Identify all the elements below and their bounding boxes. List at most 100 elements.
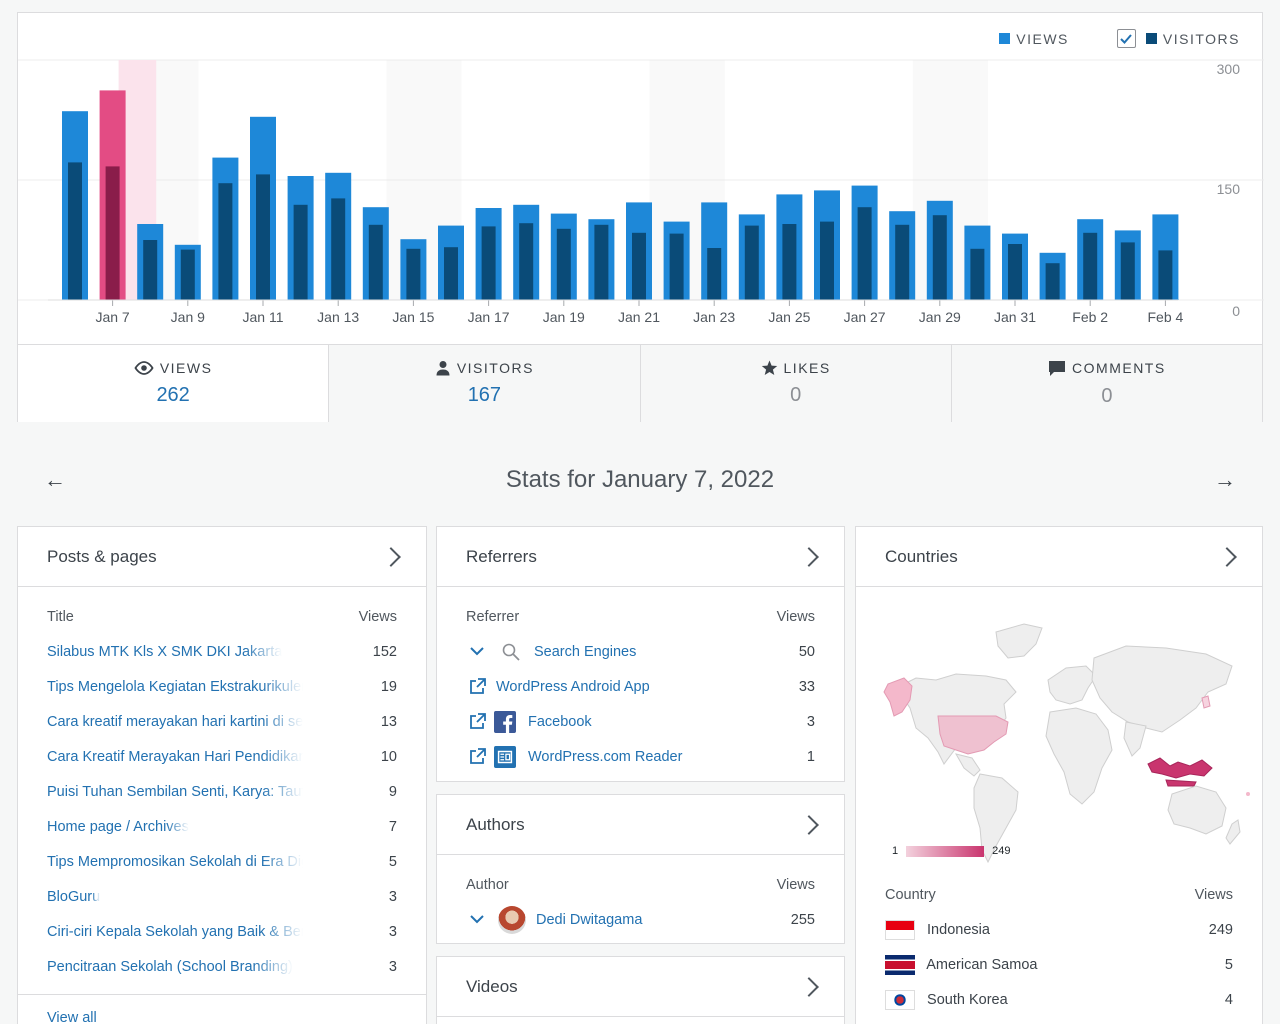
visitors-bar[interactable]	[895, 224, 910, 300]
posts-col-views: Views	[358, 608, 397, 625]
chevron-down-icon[interactable]	[466, 909, 488, 931]
visitors-bar[interactable]	[970, 248, 985, 300]
post-views: 10	[380, 748, 397, 765]
referrer-views: 1	[806, 748, 815, 765]
post-link[interactable]: Tips Mempromosikan Sekolah di Era Digita…	[47, 853, 303, 870]
likes-tab-label: LIKES	[783, 360, 831, 376]
authors-header[interactable]: Authors	[437, 795, 844, 855]
x-tick-label: Jan 17	[468, 309, 510, 325]
visitors-bar[interactable]	[143, 240, 158, 300]
x-tick-label: Jan 25	[768, 309, 810, 325]
author-link[interactable]: Dedi Dwitagama	[536, 911, 643, 928]
posts-column-header: Title Views	[18, 599, 426, 634]
visitors-bar[interactable]	[68, 162, 82, 300]
post-link[interactable]: Silabus MTK Kls X SMK DKI Jakarta	[47, 643, 283, 660]
countries-header[interactable]: Countries	[856, 527, 1262, 587]
posts-pages-header[interactable]: Posts & pages	[18, 527, 426, 587]
referrer-views: 33	[798, 678, 815, 695]
visitors-bar[interactable]	[406, 248, 421, 300]
american-samoa-flag-icon	[885, 954, 915, 975]
post-link[interactable]: Pencitraan Sekolah (School Branding)	[47, 958, 293, 975]
visitors-bar[interactable]	[632, 232, 646, 300]
visitors-bar[interactable]	[556, 228, 571, 300]
x-tick-label: Jan 31	[994, 309, 1036, 325]
legend-visitors-label: VISITORS	[1162, 30, 1240, 47]
world-map	[883, 623, 1250, 864]
x-tick-label: Feb 4	[1147, 309, 1183, 325]
list-item: American Samoa 5	[856, 947, 1262, 982]
post-views: 5	[388, 853, 397, 870]
authors-col-title: Author	[466, 876, 509, 893]
tab-comments[interactable]: COMMENTS 0	[951, 345, 1262, 422]
chevron-right-icon	[799, 976, 819, 997]
external-link-icon[interactable]	[466, 746, 488, 768]
visitors-checkbox[interactable]	[1116, 29, 1136, 48]
date-navigation: ← Stats for January 7, 2022 →	[17, 450, 1263, 510]
authors-col-views: Views	[776, 876, 815, 893]
post-link[interactable]: Ciri-ciri Kepala Sekolah yang Baik & Ben…	[47, 923, 303, 940]
visitors-bar[interactable]	[481, 226, 496, 300]
visitors-bar[interactable]	[293, 204, 308, 300]
posts-list: Silabus MTK Kls X SMK DKI Jakarta 152 Tips…	[18, 634, 426, 984]
post-link[interactable]: BloGuru	[47, 888, 101, 905]
view-all-link[interactable]: View all	[47, 1009, 97, 1024]
x-tick-label: Jan 23	[693, 309, 735, 325]
visitors-bar[interactable]	[820, 221, 834, 300]
referrer-link[interactable]: Search Engines	[534, 643, 637, 660]
visitors-bar[interactable]	[1158, 250, 1173, 300]
visitors-bar[interactable]	[218, 183, 233, 300]
post-link[interactable]: Cara kreatif merayakan hari kartini di s…	[47, 713, 303, 730]
chevron-down-icon[interactable]	[466, 641, 488, 663]
authors-column-header: Author Views	[437, 867, 844, 902]
post-link[interactable]: Puisi Tuhan Sembilan Senti, Karya: Taufi…	[47, 783, 303, 800]
views-total: 262	[156, 384, 190, 406]
videos-header[interactable]: Videos	[437, 957, 844, 1017]
legend-views[interactable]: VIEWS	[999, 31, 1069, 47]
visitors-bar[interactable]	[594, 224, 609, 300]
visitors-bar[interactable]	[368, 224, 383, 300]
x-tick-label: Jan 11	[243, 309, 284, 325]
tab-likes[interactable]: LIKES 0	[640, 345, 952, 422]
next-day-arrow-icon[interactable]: →	[1213, 467, 1236, 492]
checkmark-icon	[1120, 33, 1133, 44]
referrer-link[interactable]: WordPress Android App	[496, 678, 650, 695]
list-item: Cara Kreatif Merayakan Hari Pendidikan N…	[18, 739, 426, 774]
post-link[interactable]: Tips Mengelola Kegiatan Ekstrakurikuler	[47, 678, 303, 695]
referrer-link[interactable]: Facebook	[528, 713, 592, 730]
tab-visitors[interactable]: VISITORS 167	[329, 345, 641, 422]
country-name: American Samoa	[926, 956, 1038, 973]
visitors-bar[interactable]	[707, 248, 722, 300]
post-link[interactable]: Home page / Archives	[47, 818, 189, 835]
referrers-header[interactable]: Referrers	[437, 527, 844, 587]
list-item: Tips Mengelola Kegiatan Ekstrakurikuler 1…	[18, 669, 426, 704]
external-link-icon[interactable]	[466, 676, 488, 698]
external-link-icon[interactable]	[466, 711, 488, 733]
videos-title: Videos	[466, 976, 518, 996]
legend-visitors-toggle[interactable]: VISITORS	[1116, 29, 1240, 48]
visitors-bar[interactable]	[1008, 244, 1022, 300]
post-link[interactable]: Cara Kreatif Merayakan Hari Pendidikan N…	[47, 748, 303, 765]
referrers-column-header: Referrer Views	[437, 599, 844, 634]
visitors-bar[interactable]	[1083, 232, 1098, 300]
visitors-bar[interactable]	[1120, 242, 1135, 300]
visitors-bar[interactable]	[744, 225, 759, 300]
visitors-bar[interactable]	[180, 249, 195, 300]
previous-day-arrow-icon[interactable]: ←	[44, 467, 66, 492]
list-item: Home page / Archives 7	[18, 809, 426, 844]
visitors-bar[interactable]	[782, 224, 797, 300]
tab-views[interactable]: VIEWS 262	[18, 345, 330, 422]
visitors-bar[interactable]	[331, 198, 346, 300]
visitors-bar[interactable]	[1045, 263, 1060, 300]
visitors-bar[interactable]	[444, 247, 458, 300]
visitors-bar[interactable]	[669, 233, 684, 300]
visitors-bar[interactable]	[105, 166, 120, 300]
avatar	[498, 905, 526, 934]
visitors-bar[interactable]	[932, 215, 947, 300]
referrer-link[interactable]: WordPress.com Reader	[528, 748, 683, 765]
visitors-bar[interactable]	[519, 223, 534, 300]
visitors-bar[interactable]	[857, 207, 872, 300]
visitors-bar[interactable]	[256, 174, 270, 300]
list-item: BloGuru 3	[18, 879, 426, 914]
post-views: 3	[388, 923, 397, 940]
countries-col-title: Country	[885, 886, 936, 903]
